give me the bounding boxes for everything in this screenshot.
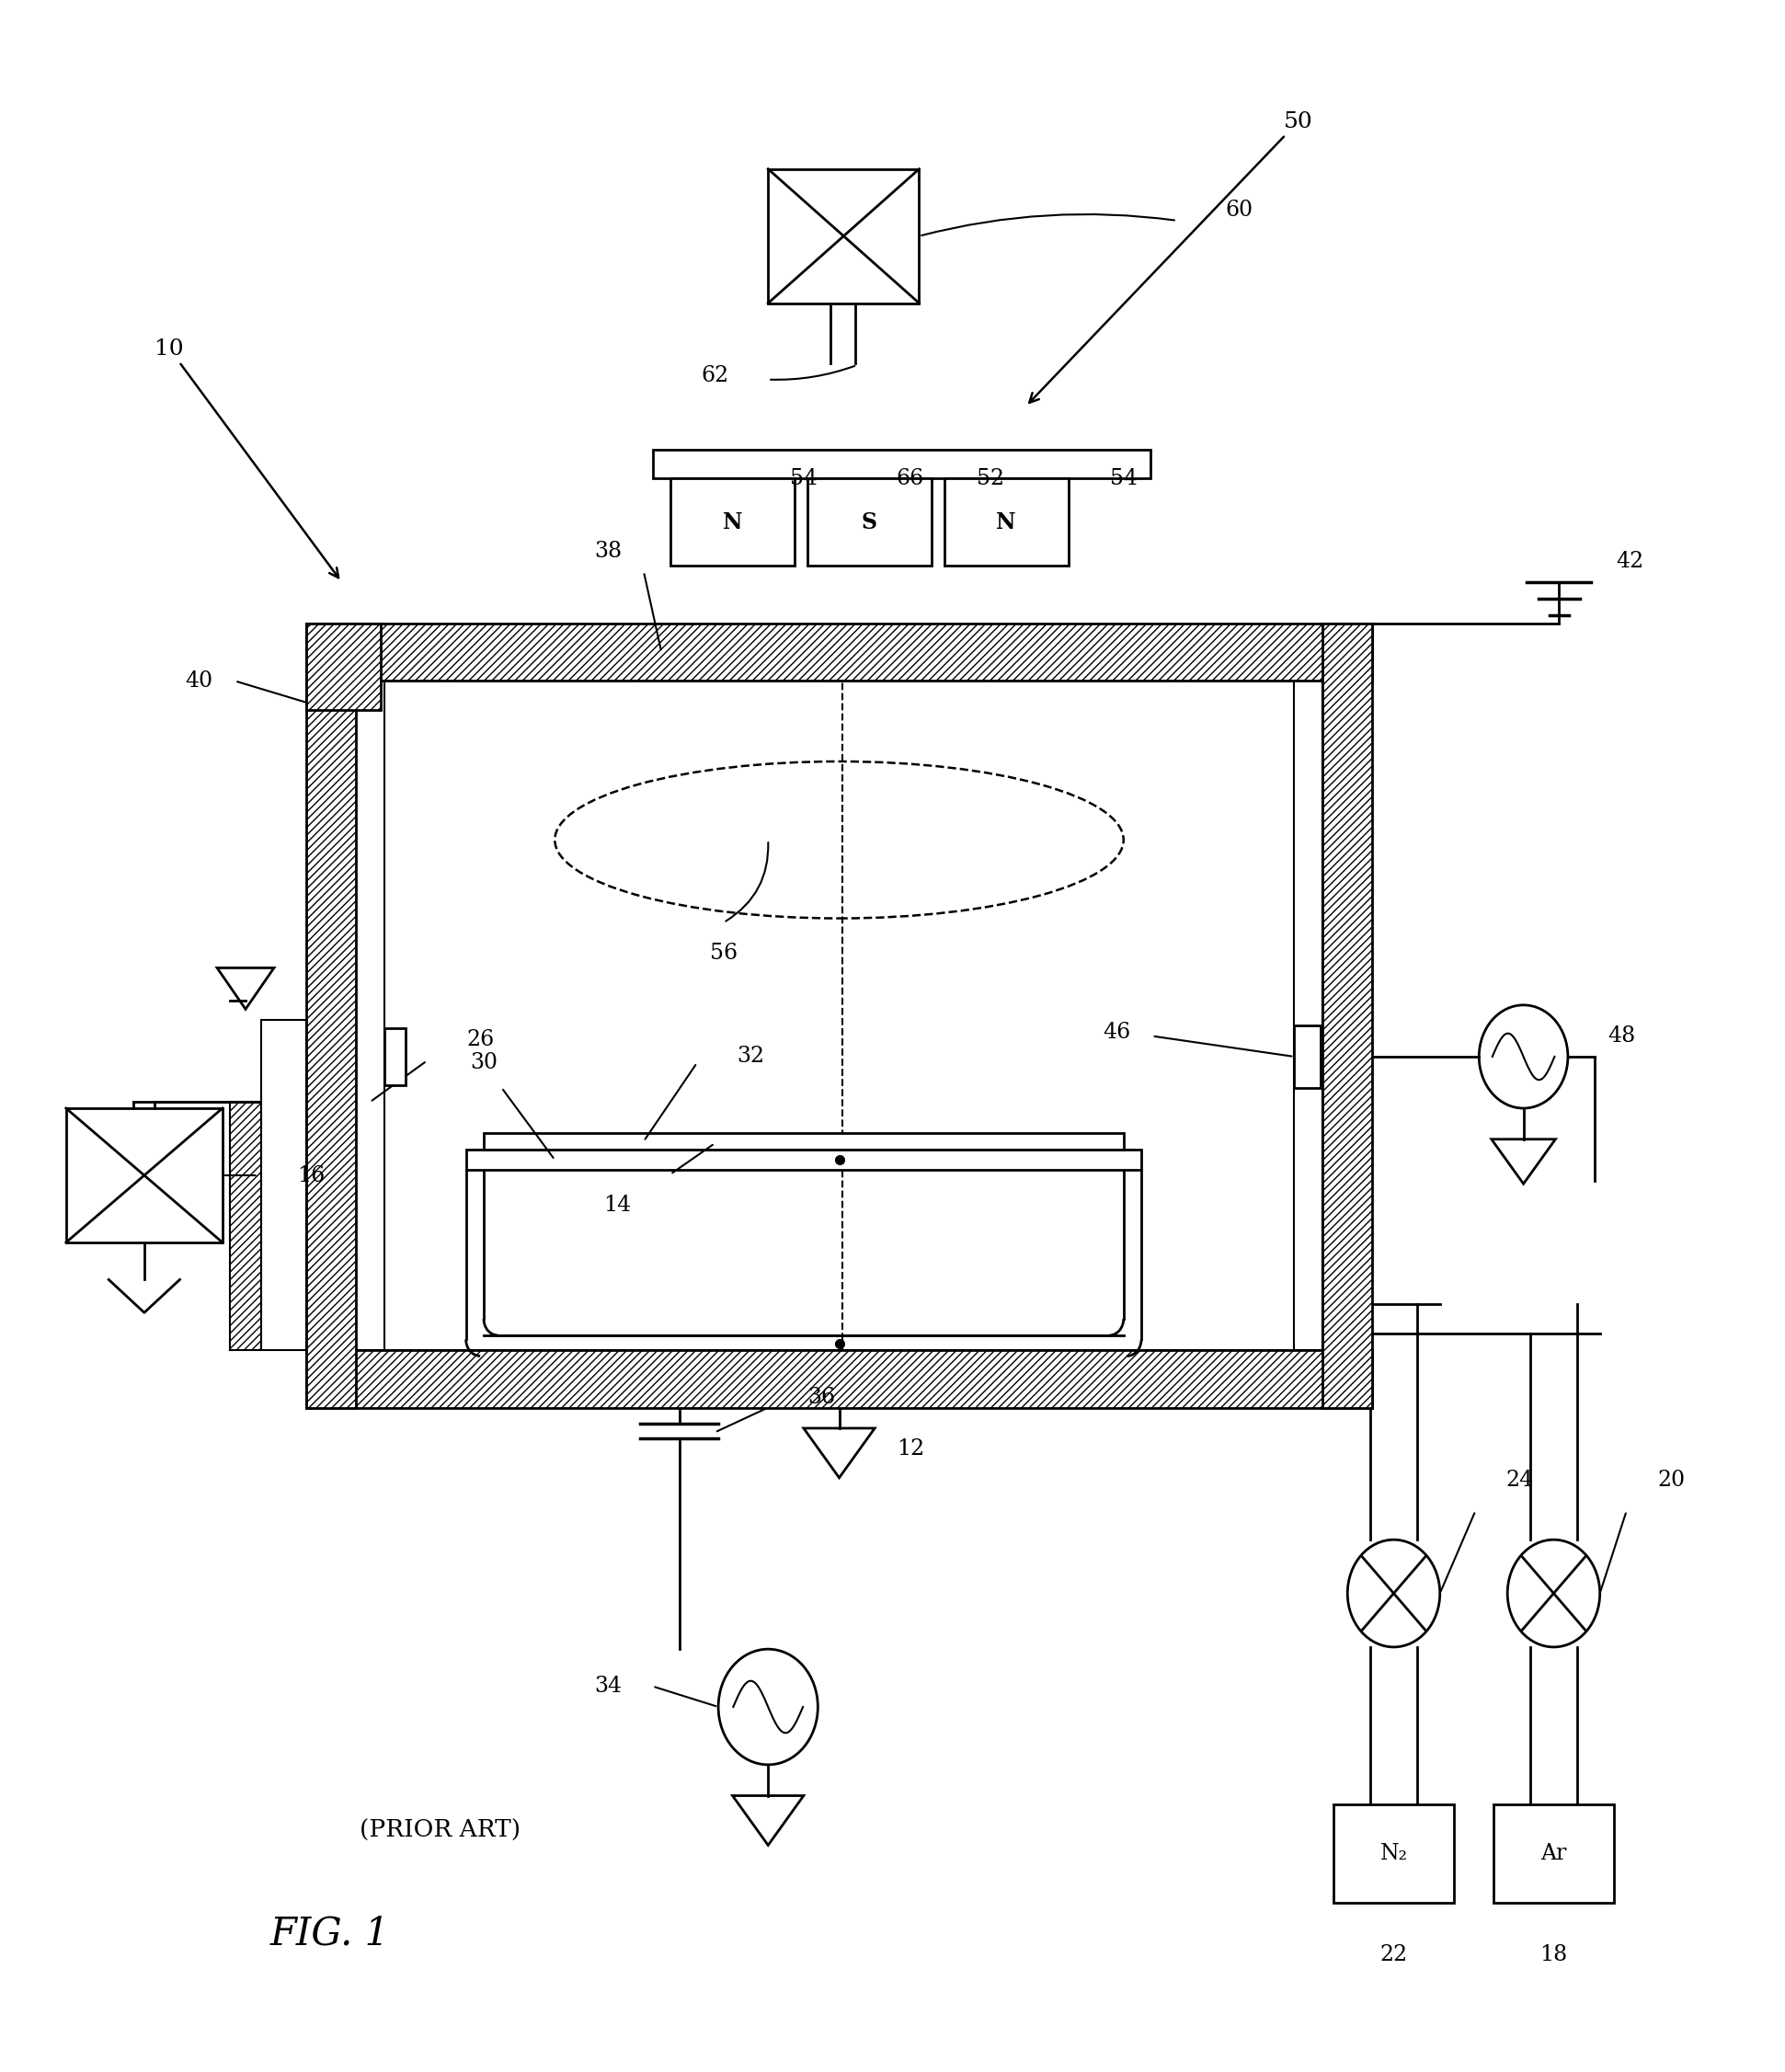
Text: (PRIOR ART): (PRIOR ART) <box>359 1819 521 1842</box>
Bar <box>1294 682 1323 1349</box>
Bar <box>1333 1805 1455 1902</box>
Text: 40: 40 <box>186 671 212 692</box>
Bar <box>653 450 1150 479</box>
Bar <box>262 1019 305 1349</box>
Text: 32: 32 <box>737 1046 764 1067</box>
Text: 24: 24 <box>1507 1469 1533 1490</box>
Bar <box>466 1150 1141 1171</box>
Text: 54: 54 <box>1110 468 1137 489</box>
Bar <box>355 682 384 1349</box>
Text: 12: 12 <box>896 1438 925 1459</box>
Text: 50: 50 <box>1030 112 1312 402</box>
Text: 22: 22 <box>1380 1944 1408 1964</box>
Bar <box>768 170 919 303</box>
Text: 10: 10 <box>155 338 339 578</box>
Bar <box>484 1133 1123 1150</box>
Text: N₂: N₂ <box>1380 1842 1408 1865</box>
Bar <box>944 479 1069 566</box>
Text: S: S <box>862 512 876 533</box>
Text: N: N <box>996 512 1016 533</box>
Bar <box>305 1349 1373 1407</box>
Bar <box>1494 1805 1614 1902</box>
Text: 46: 46 <box>1103 1021 1130 1042</box>
Bar <box>66 1109 223 1243</box>
Text: N: N <box>723 512 743 533</box>
Bar <box>305 624 380 711</box>
Text: 62: 62 <box>702 365 728 385</box>
Text: 54: 54 <box>789 468 818 489</box>
Text: 36: 36 <box>807 1386 835 1407</box>
Bar <box>305 624 355 1407</box>
Bar <box>1294 1026 1321 1088</box>
Text: 56: 56 <box>710 943 737 963</box>
Text: 38: 38 <box>594 541 621 562</box>
Text: 66: 66 <box>896 468 925 489</box>
Bar <box>384 1028 405 1086</box>
Text: FIG. 1: FIG. 1 <box>271 1915 391 1954</box>
Text: 48: 48 <box>1607 1026 1635 1046</box>
Text: 26: 26 <box>466 1030 494 1051</box>
Text: 60: 60 <box>1225 199 1253 222</box>
Text: 34: 34 <box>594 1676 621 1697</box>
Bar <box>1323 624 1373 1407</box>
Bar <box>671 479 794 566</box>
Text: 30: 30 <box>469 1053 498 1073</box>
Text: 20: 20 <box>1656 1469 1685 1490</box>
Text: 52: 52 <box>976 468 1005 489</box>
Bar <box>807 479 932 566</box>
Text: 42: 42 <box>1615 551 1644 572</box>
Text: 18: 18 <box>1540 1944 1567 1964</box>
Text: 14: 14 <box>603 1196 630 1216</box>
Bar <box>355 682 1323 1349</box>
Text: 16: 16 <box>298 1164 325 1185</box>
Text: Ar: Ar <box>1540 1842 1567 1865</box>
Bar <box>230 1102 262 1349</box>
Bar <box>305 624 1373 682</box>
